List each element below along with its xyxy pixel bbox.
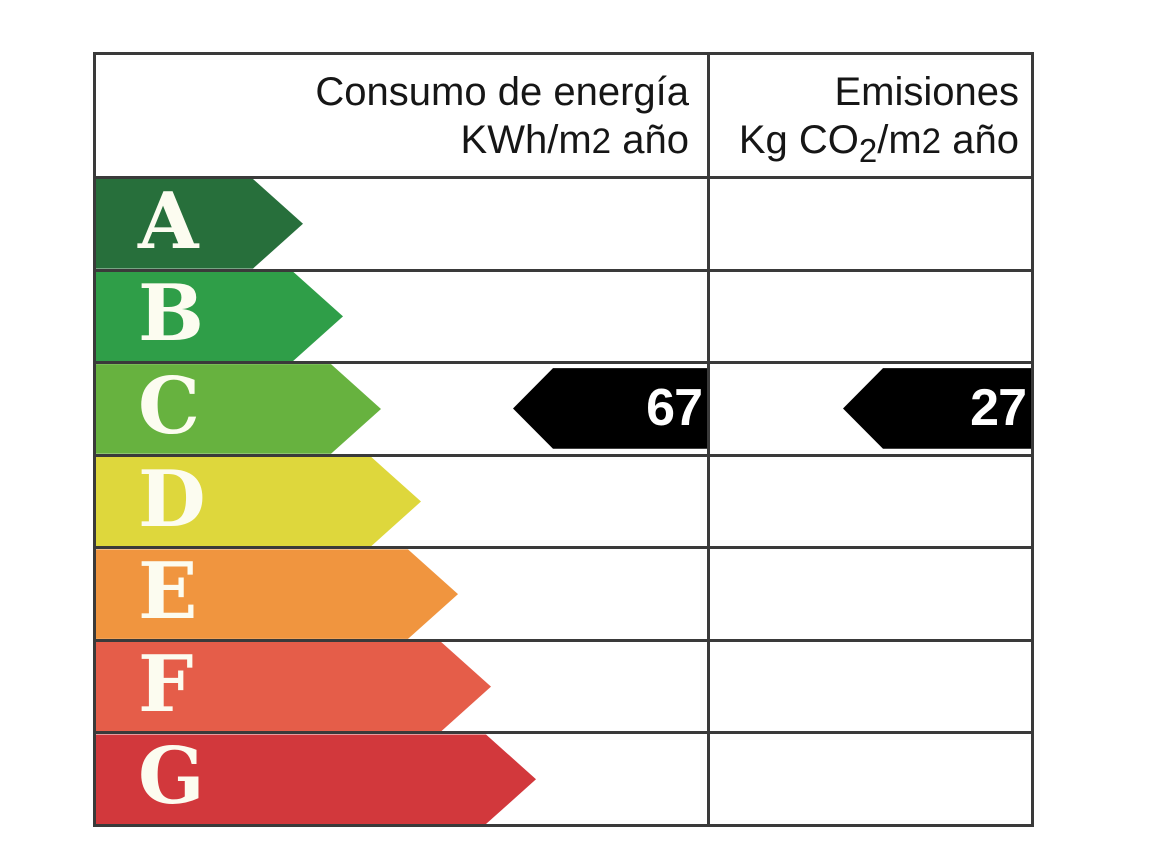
consumption-header-unit: KWh/m2 año bbox=[460, 118, 689, 162]
rating-letter-f: F bbox=[138, 638, 194, 730]
emissions-value-arrow: 27 bbox=[843, 368, 1031, 449]
rating-arrow-c: C bbox=[96, 364, 381, 454]
emissions-header-unit: Kg CO2/m2 año bbox=[738, 118, 1019, 169]
table-header: Consumo de energía KWh/m2 año Emisiones … bbox=[96, 55, 1031, 179]
rating-letter-c: C bbox=[138, 360, 201, 452]
rating-letter-b: B bbox=[138, 268, 204, 360]
rating-letter-d: D bbox=[138, 453, 206, 545]
rating-letter-a: A bbox=[138, 175, 199, 267]
rating-arrow-e: E bbox=[96, 549, 458, 639]
rating-row-c: C 67 27 bbox=[96, 361, 1031, 454]
rating-row-d: D bbox=[96, 453, 1031, 547]
rating-row-e: E bbox=[96, 546, 1031, 639]
rating-row-a: A bbox=[96, 179, 1031, 269]
rating-arrow-b: B bbox=[96, 272, 343, 362]
consumption-header-title: Consumo de energía bbox=[315, 70, 689, 114]
consumption-value: 67 bbox=[646, 379, 703, 438]
rating-arrow-d: D bbox=[96, 457, 421, 547]
rating-row-b: B bbox=[96, 268, 1031, 362]
rating-row-g: G bbox=[96, 731, 1031, 824]
rating-arrow-f: F bbox=[96, 642, 491, 732]
rating-arrow-g: G bbox=[96, 734, 536, 824]
rating-row-f: F bbox=[96, 638, 1031, 732]
emissions-value: 27 bbox=[970, 379, 1027, 438]
emissions-header-title: Emisiones bbox=[834, 70, 1019, 114]
column-divider bbox=[707, 55, 710, 824]
rating-letter-e: E bbox=[138, 546, 198, 638]
rating-letter-g: G bbox=[138, 731, 205, 823]
consumption-header: Consumo de energía KWh/m2 año bbox=[96, 55, 707, 176]
consumption-value-arrow: 67 bbox=[513, 368, 707, 449]
rating-arrow-a: A bbox=[96, 179, 303, 269]
rating-rows: A B C 67 27 D bbox=[96, 179, 1031, 824]
emissions-header: Emisiones Kg CO2/m2 año bbox=[710, 55, 1031, 176]
energy-rating-table: Consumo de energía KWh/m2 año Emisiones … bbox=[93, 52, 1034, 827]
